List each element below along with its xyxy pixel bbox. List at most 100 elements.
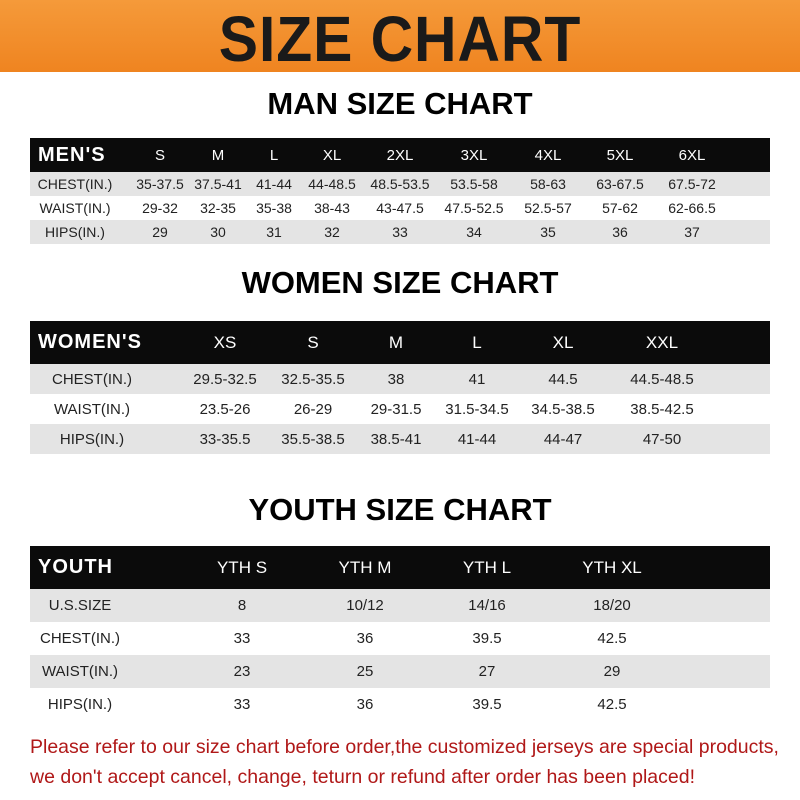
table-cell: 18/20 [593, 597, 631, 614]
table-cell: 38-43 [314, 200, 350, 216]
table-cell: 29.5-32.5 [193, 370, 257, 388]
size-column-header: M [388, 332, 404, 352]
youth-section-title: YOUTH SIZE CHART [248, 492, 552, 527]
table-cell: 23 [233, 663, 251, 680]
table-row: CHEST(IN.) 33 36 39.5 42.5 [30, 622, 770, 655]
size-column-header: M [211, 146, 225, 164]
table-cell: 41-44 [457, 430, 497, 448]
table-cell: 29 [603, 663, 621, 680]
table-cell: 32.5-35.5 [281, 370, 345, 388]
size-column-header: XL [322, 146, 342, 164]
table-cell: 32-35 [200, 200, 236, 216]
table-row: CHEST(IN.) 35-37.5 37.5-41 41-44 44-48.5 48.5… [30, 172, 770, 196]
table-cell: 42.5 [597, 630, 627, 647]
table-header-label: MEN'S [38, 143, 106, 166]
table-cell: 47-50 [642, 430, 682, 448]
size-column-header: S [307, 332, 319, 352]
table-cell: 44.5 [548, 370, 578, 388]
table-cell: 23.5-26 [199, 400, 251, 418]
table-row: WAIST(IN.) 23.5-26 26-29 29-31.5 31.5-34.5 34… [30, 394, 770, 424]
table-cell: 67.5-72 [668, 176, 716, 192]
table-cell: 35-37.5 [136, 176, 184, 192]
table-cell: 35 [540, 224, 556, 240]
measurement-label: HIPS(IN.) [45, 224, 105, 240]
measurement-label: CHEST(IN.) [37, 176, 113, 192]
table-cell: 35.5-38.5 [281, 430, 345, 448]
table-cell: 47.5-52.5 [444, 200, 504, 216]
notice-line-2: we don't accept cancel, change, teturn o… [30, 766, 695, 788]
table-cell: 44-47 [543, 430, 583, 448]
size-column-header: YTH L [462, 557, 512, 577]
table-cell: 57-62 [602, 200, 638, 216]
measurement-label: CHEST(IN.) [40, 630, 120, 647]
table-header-label: WOMEN'S [38, 331, 142, 353]
table-cell: 43-47.5 [376, 200, 424, 216]
table-cell: 30 [210, 224, 226, 240]
table-cell: 48.5-53.5 [370, 176, 430, 192]
women-section-title: WOMEN SIZE CHART [241, 265, 559, 300]
table-cell: 36 [356, 630, 374, 647]
table-row: HIPS(IN.) 33-35.5 35.5-38.5 38.5-41 41-44 44-… [30, 424, 770, 454]
notice-text: Please refer to our size chart before or… [30, 732, 790, 792]
size-column-header: L [269, 146, 279, 164]
table-cell: 44-48.5 [308, 176, 356, 192]
measurement-label: CHEST(IN.) [52, 370, 132, 388]
table-cell: 34 [466, 224, 482, 240]
table-cell: 38.5-41 [370, 430, 422, 448]
table-cell: 26-29 [293, 400, 333, 418]
table-cell: 58-63 [530, 176, 566, 192]
table-cell: 39.5 [472, 630, 502, 647]
banner-title: SIZE CHART [218, 3, 582, 75]
table-cell: 41-44 [256, 176, 292, 192]
size-column-header: L [472, 332, 482, 352]
table-row: HIPS(IN.) 29 30 31 32 33 34 35 36 37 [30, 220, 770, 244]
men-header-row: MEN'S S M L XL 2XL 3XL 4XL 5XL 6XL [30, 138, 770, 172]
table-cell: 14/16 [468, 597, 506, 614]
size-column-header: 5XL [606, 146, 634, 164]
table-cell: 35-38 [256, 200, 292, 216]
size-column-header: S [154, 146, 166, 164]
table-cell: 33 [233, 696, 251, 713]
table-header-label: YOUTH [38, 556, 113, 578]
table-cell: 53.5-58 [450, 176, 498, 192]
table-row: WAIST(IN.) 23 25 27 29 [30, 655, 770, 688]
table-cell: 29-32 [142, 200, 178, 216]
size-column-header: 3XL [460, 146, 488, 164]
table-cell: 44.5-48.5 [630, 370, 694, 388]
table-cell: 31.5-34.5 [445, 400, 509, 418]
women-header-row: WOMEN'S XS S M L XL XXL [30, 321, 770, 364]
size-column-header: 6XL [678, 146, 706, 164]
title-banner: SIZE CHART [0, 0, 800, 75]
measurement-label: HIPS(IN.) [47, 696, 113, 713]
table-cell: 38 [387, 370, 405, 388]
men-section-title: MAN SIZE CHART [267, 86, 533, 121]
table-cell: 33-35.5 [199, 430, 251, 448]
table-cell: 36 [612, 224, 628, 240]
table-row: WAIST(IN.) 29-32 32-35 35-38 38-43 43-47.5 47.… [30, 196, 770, 220]
size-column-header: 2XL [386, 146, 414, 164]
measurement-label: WAIST(IN.) [39, 200, 111, 216]
table-cell: 63-67.5 [596, 176, 644, 192]
table-cell: 39.5 [472, 696, 502, 713]
table-cell: 37 [684, 224, 700, 240]
table-cell: 34.5-38.5 [531, 400, 595, 418]
measurement-label: HIPS(IN.) [59, 430, 125, 448]
measurement-label: WAIST(IN.) [53, 400, 131, 418]
table-cell: 37.5-41 [194, 176, 242, 192]
table-cell: 36 [356, 696, 374, 713]
table-cell: 62-66.5 [668, 200, 716, 216]
measurement-label: WAIST(IN.) [41, 663, 119, 680]
size-column-header: XL [552, 332, 574, 352]
table-cell: 33 [392, 224, 408, 240]
table-cell: 33 [233, 630, 251, 647]
size-column-header: XS [213, 332, 237, 352]
table-cell: 52.5-57 [524, 200, 572, 216]
size-column-header: YTH M [338, 557, 392, 577]
size-column-header: 4XL [534, 146, 562, 164]
size-column-header: YTH S [216, 557, 268, 577]
table-cell: 29-31.5 [370, 400, 422, 418]
table-cell: 8 [237, 597, 247, 614]
size-column-header: YTH XL [582, 557, 642, 577]
table-cell: 29 [152, 224, 168, 240]
table-row: CHEST(IN.) 29.5-32.5 32.5-35.5 38 41 44.5 44.5… [30, 364, 770, 394]
